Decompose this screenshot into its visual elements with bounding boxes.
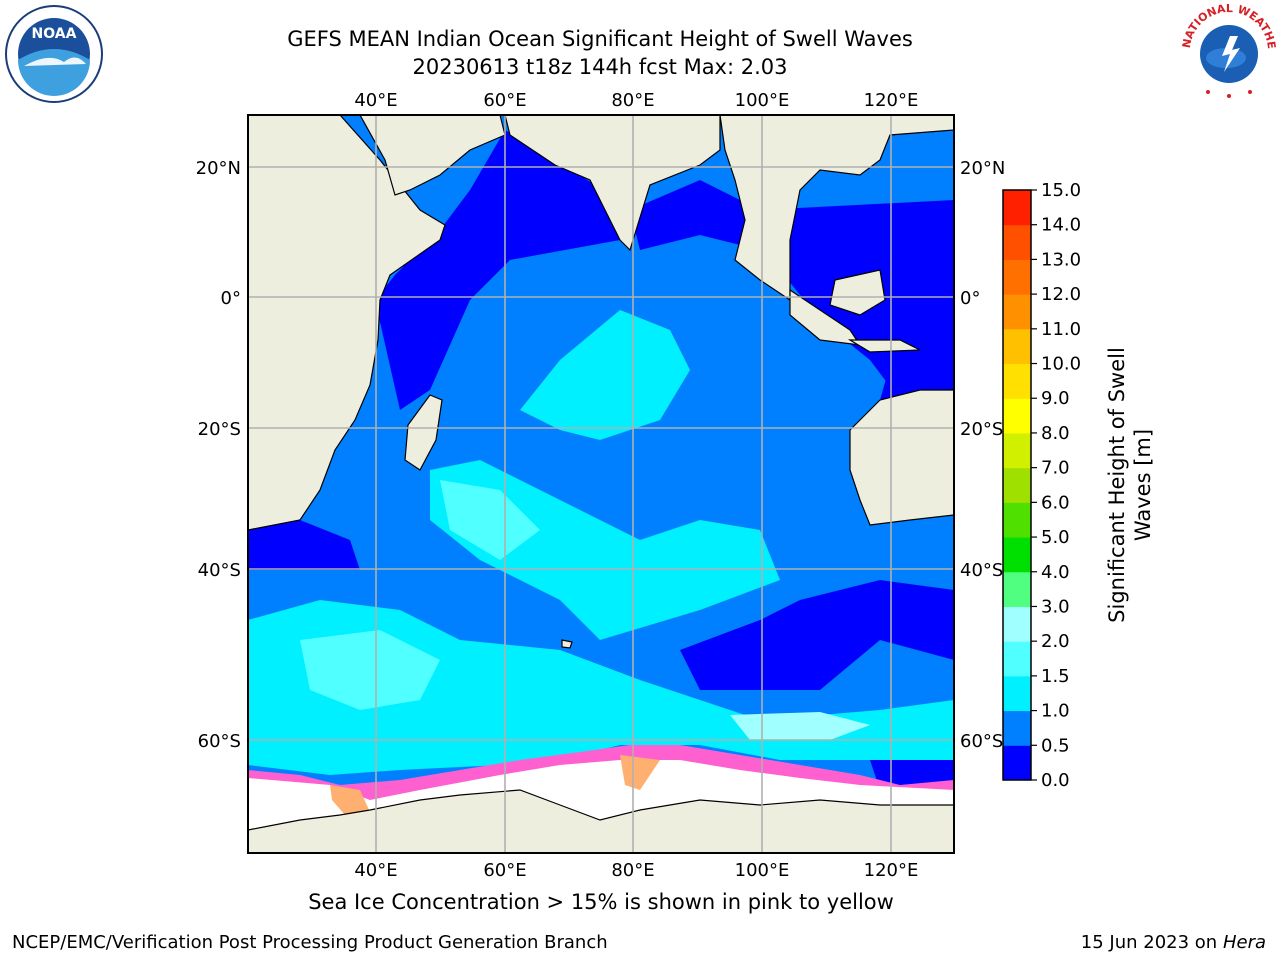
colorbar-segment — [1003, 224, 1031, 260]
noaa-logo-text: NOAA — [32, 26, 77, 42]
lat-label: 20°N — [196, 158, 241, 179]
colorbar-segment — [1003, 502, 1031, 538]
arabia-land — [359, 115, 506, 196]
lon-label: 120°E — [864, 860, 919, 881]
colorbar-frame — [1002, 189, 1032, 781]
colorbar-tick-label: 6.0 — [1041, 492, 1070, 513]
colorbar-tick-label: 3.0 — [1041, 596, 1070, 617]
borneo-land — [829, 269, 886, 316]
lon-label: 40°E — [354, 90, 397, 111]
colorbar-tick-label: 4.0 — [1041, 562, 1070, 583]
lon-label: 60°E — [483, 860, 526, 881]
colorbar-tick-label: 12.0 — [1041, 284, 1081, 305]
colorbar-segment — [1003, 363, 1031, 399]
colorbar-tick-label: 5.0 — [1041, 527, 1070, 548]
colorbar-tick-label: 7.0 — [1041, 458, 1070, 479]
colorbar-segment — [1003, 641, 1031, 677]
colorbar-segment — [1003, 432, 1031, 469]
lon-label: 100°E — [735, 90, 790, 111]
lat-label: 0° — [221, 288, 241, 309]
map-gridlines — [248, 115, 954, 853]
lon-label: 100°E — [735, 860, 790, 881]
colorbar-tick-label: 13.0 — [1041, 249, 1081, 270]
colorbar-segment — [1003, 328, 1031, 365]
colorbar-segment — [1003, 537, 1031, 573]
colorbar-tick-label: 0.5 — [1041, 735, 1070, 756]
nws-logo-icon: NATIONAL WEATHER SERVICE — [1178, 0, 1278, 100]
lon-label: 40°E — [354, 860, 397, 881]
colorbar-segment — [1003, 259, 1031, 295]
colorbar-tick-label: 2.0 — [1041, 631, 1070, 652]
colorbar-label-line2: Waves [m] — [1131, 429, 1155, 541]
arabian-sea-low — [375, 130, 620, 410]
colorbar-segment — [1003, 745, 1031, 781]
colorbar-tick-label: 15.0 — [1041, 180, 1081, 201]
java-land — [847, 339, 921, 353]
chart-title: GEFS MEAN Indian Ocean Significant Heigh… — [287, 27, 913, 51]
colorbar-segment — [1003, 606, 1031, 642]
se-asia-land — [719, 115, 954, 302]
colorbar-segment — [1003, 294, 1031, 330]
colorbar-label-line1: Significant Height of Swell — [1105, 347, 1129, 623]
lon-labels-top: 40°E 60°E 80°E 100°E 120°E — [354, 90, 918, 111]
colorbar-tick-label: 8.0 — [1041, 423, 1070, 444]
india-land — [504, 115, 721, 252]
colorbar-segment — [1003, 675, 1031, 712]
noaa-logo-icon: NOAA — [5, 5, 103, 103]
lon-labels-bottom: 40°E 60°E 80°E 100°E 120°E — [354, 860, 918, 881]
colorbar-tick-label: 11.0 — [1041, 319, 1081, 340]
map-area — [248, 115, 954, 853]
colorbar-segment — [1003, 467, 1031, 503]
madagascar-land — [404, 394, 443, 471]
lat-label: 20°N — [960, 158, 1005, 179]
bay-of-bengal-low — [630, 180, 760, 250]
lat-labels-right: 20°N 0° 20°S 40°S 60°S — [960, 158, 1005, 752]
colorbar-tick-label: 1.0 — [1041, 701, 1070, 722]
colorbar: 0.0 0.5 1.0 1.5 2.0 3.0 4.0 5.0 6.0 7.0 8.0 9.0 10.0… — [1002, 180, 1081, 791]
lon-label: 80°E — [611, 90, 654, 111]
lat-label: 40°S — [960, 560, 1003, 581]
colorbar-tick-label: 10.0 — [1041, 354, 1081, 375]
antarctica-land — [248, 789, 954, 853]
lat-label: 20°S — [960, 419, 1003, 440]
lon-label: 120°E — [864, 90, 919, 111]
colorbar-segment — [1003, 710, 1031, 746]
land-masses — [248, 115, 954, 853]
lat-label: 60°S — [198, 731, 241, 752]
footer-date: 15 Jun 2023 on Hera — [1080, 932, 1266, 953]
colorbar-segment — [1003, 398, 1031, 434]
colorbar-segment — [1003, 571, 1031, 607]
lat-labels-left: 20°N 0° 20°S 40°S 60°S — [196, 158, 241, 752]
lat-label: 0° — [960, 288, 980, 309]
colorbar-tick-label: 1.5 — [1041, 666, 1070, 687]
colorbar-tick-label: 14.0 — [1041, 215, 1081, 236]
footer-credit: NCEP/EMC/Verification Post Processing Pr… — [12, 932, 608, 953]
swell-cyan-central — [520, 310, 690, 440]
lat-label: 60°S — [960, 731, 1003, 752]
lat-label: 20°S — [198, 419, 241, 440]
colorbar-segment — [1003, 190, 1031, 226]
lon-label: 60°E — [483, 90, 526, 111]
colorbar-tick-label: 9.0 — [1041, 388, 1070, 409]
colorbar-tick-label: 0.0 — [1041, 770, 1070, 791]
sea-ice-caption: Sea Ice Concentration > 15% is shown in … — [308, 890, 894, 914]
kerguelen-land — [561, 639, 573, 649]
map-frame — [247, 114, 955, 854]
australia-land — [849, 389, 954, 526]
chart-subtitle: 20230613 t18z 144h fcst Max: 2.03 — [412, 55, 788, 79]
lat-label: 40°S — [198, 560, 241, 581]
lon-label: 80°E — [611, 860, 654, 881]
sumatra-land — [789, 288, 862, 346]
